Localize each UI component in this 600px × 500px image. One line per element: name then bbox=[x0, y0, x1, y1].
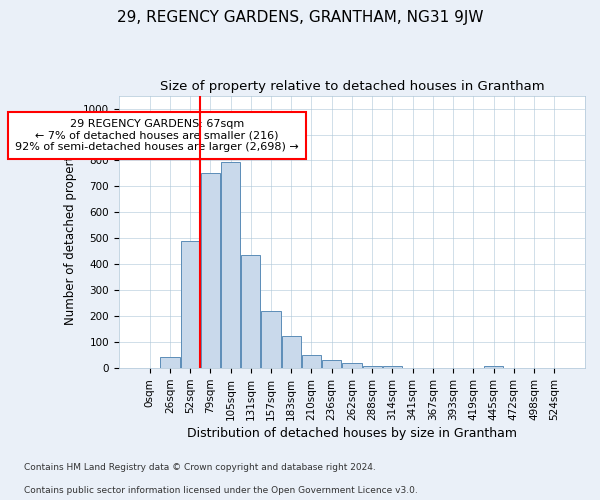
Bar bbox=[221, 162, 240, 368]
Bar bbox=[383, 366, 402, 368]
Bar bbox=[241, 256, 260, 368]
Text: Contains HM Land Registry data © Crown copyright and database right 2024.: Contains HM Land Registry data © Crown c… bbox=[24, 464, 376, 472]
Bar bbox=[262, 311, 281, 368]
Bar bbox=[201, 174, 220, 368]
Text: 29 REGENCY GARDENS: 67sqm
← 7% of detached houses are smaller (216)
92% of semi-: 29 REGENCY GARDENS: 67sqm ← 7% of detach… bbox=[15, 119, 299, 152]
Text: 29, REGENCY GARDENS, GRANTHAM, NG31 9JW: 29, REGENCY GARDENS, GRANTHAM, NG31 9JW bbox=[117, 10, 483, 25]
Bar bbox=[322, 360, 341, 368]
X-axis label: Distribution of detached houses by size in Grantham: Distribution of detached houses by size … bbox=[187, 427, 517, 440]
Title: Size of property relative to detached houses in Grantham: Size of property relative to detached ho… bbox=[160, 80, 544, 93]
Y-axis label: Number of detached properties: Number of detached properties bbox=[64, 139, 77, 325]
Bar bbox=[181, 241, 200, 368]
Bar bbox=[484, 366, 503, 368]
Bar bbox=[302, 355, 321, 368]
Bar bbox=[281, 336, 301, 368]
Text: Contains public sector information licensed under the Open Government Licence v3: Contains public sector information licen… bbox=[24, 486, 418, 495]
Bar bbox=[160, 358, 179, 368]
Bar bbox=[362, 366, 382, 368]
Bar bbox=[343, 363, 362, 368]
